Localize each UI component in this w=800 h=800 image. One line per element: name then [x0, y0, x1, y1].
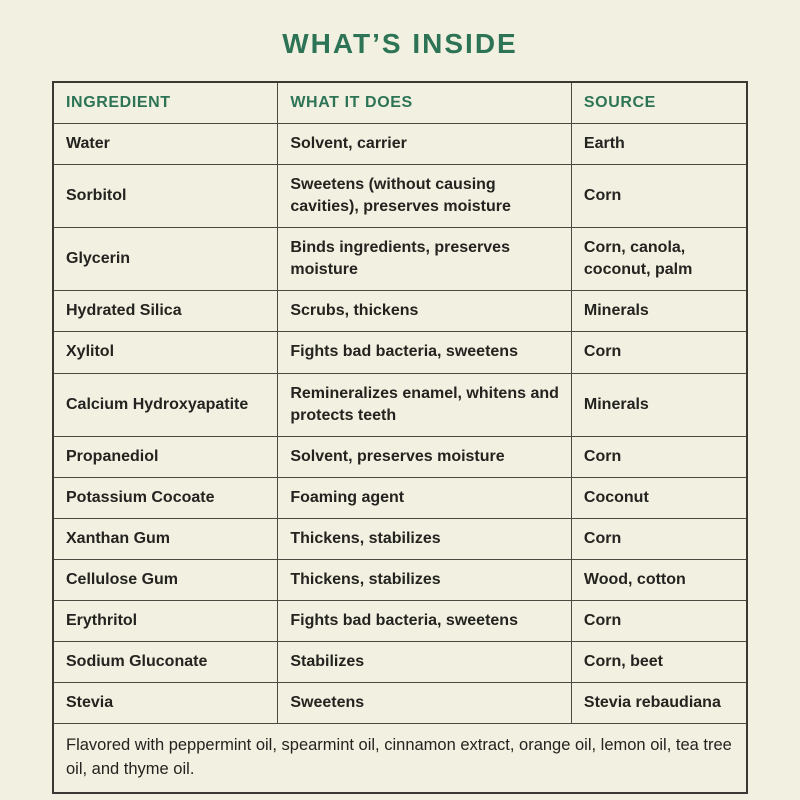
- what-it-does-cell: Solvent, carrier: [277, 122, 572, 166]
- page-title: WHAT’S INSIDE: [282, 28, 518, 59]
- table-row: Erythritol Fights bad bacteria, sweetens C…: [52, 600, 748, 643]
- what-it-does-cell: Scrubs, thickens: [277, 290, 572, 333]
- source-cell: Stevia rebaudiana: [570, 682, 748, 725]
- table-row: Hydrated Silica Scrubs, thickens Minerals: [52, 290, 748, 333]
- source-cell: Corn: [570, 331, 748, 374]
- what-it-does-cell: Foaming agent: [277, 476, 572, 519]
- what-it-does-cell: Binds ingredients, preserves moisture: [277, 227, 572, 292]
- source-cell: Wood, cotton: [570, 558, 748, 602]
- source-cell: Corn: [570, 164, 748, 229]
- flavor-note: Flavored with peppermint oil, spearmint …: [52, 723, 748, 794]
- ingredient-cell: Sorbitol: [52, 164, 279, 229]
- table-row: Propanediol Solvent, preserves moisture Co…: [52, 435, 748, 478]
- table-header: INGREDIENT WHAT IT DOES SOURCE: [52, 81, 748, 124]
- ingredient-cell: Sodium Gluconate: [52, 641, 279, 684]
- what-it-does-cell: Thickens, stabilizes: [277, 558, 572, 602]
- table-row: Potassium Cocoate Foaming agent Coconut: [52, 476, 748, 519]
- header-source: SOURCE: [570, 81, 748, 124]
- table-row: Sodium Gluconate Stabilizes Corn, beet: [52, 641, 748, 684]
- source-cell: Coconut: [570, 476, 748, 519]
- ingredient-cell: Xylitol: [52, 331, 279, 374]
- what-it-does-cell: Remineralizes enamel, whitens and protec…: [277, 372, 572, 437]
- source-cell: Earth: [570, 122, 748, 166]
- ingredient-cell: Stevia: [52, 682, 279, 725]
- ingredient-cell: Propanediol: [52, 435, 279, 478]
- table-row: Sorbitol Sweetens (without causing caviti…: [52, 164, 748, 229]
- what-it-does-cell: Solvent, preserves moisture: [277, 435, 572, 478]
- what-it-does-cell: Sweetens (without causing cavities), pre…: [277, 164, 572, 229]
- table-row: Water Solvent, carrier Earth: [52, 122, 748, 166]
- ingredient-cell: Water: [52, 122, 279, 166]
- ingredient-cell: Hydrated Silica: [52, 290, 279, 333]
- header-what-it-does: WHAT IT DOES: [277, 81, 572, 124]
- source-cell: Corn, canola, coconut, palm: [570, 227, 748, 292]
- table-row: Calcium Hydroxyapatite Remineralizes enam…: [52, 372, 748, 437]
- ingredient-cell: Cellulose Gum: [52, 558, 279, 602]
- what-it-does-cell: Fights bad bacteria, sweetens: [277, 600, 572, 643]
- header-row: INGREDIENT WHAT IT DOES SOURCE: [52, 81, 748, 124]
- header-ingredient: INGREDIENT: [52, 81, 279, 124]
- source-cell: Minerals: [570, 290, 748, 333]
- ingredient-cell: Calcium Hydroxyapatite: [52, 372, 279, 437]
- ingredient-cell: Potassium Cocoate: [52, 476, 279, 519]
- ingredient-cell: Glycerin: [52, 227, 279, 292]
- what-it-does-cell: Stabilizes: [277, 641, 572, 684]
- source-cell: Corn: [570, 517, 748, 560]
- source-cell: Corn, beet: [570, 641, 748, 684]
- ingredient-cell: Erythritol: [52, 600, 279, 643]
- source-cell: Corn: [570, 600, 748, 643]
- table-body: Water Solvent, carrier Earth Sorbitol Sweete…: [52, 122, 748, 725]
- footer-row: Flavored with peppermint oil, spearmint …: [52, 723, 748, 794]
- what-it-does-cell: Sweetens: [277, 682, 572, 725]
- table-row: Stevia Sweetens Stevia rebaudiana: [52, 682, 748, 725]
- table-row: Glycerin Binds ingredients, preserves moi…: [52, 227, 748, 292]
- source-cell: Minerals: [570, 372, 748, 437]
- table-footer: Flavored with peppermint oil, spearmint …: [52, 723, 748, 794]
- source-cell: Corn: [570, 435, 748, 478]
- table-row: Xylitol Fights bad bacteria, sweetens Corn: [52, 331, 748, 374]
- ingredient-cell: Xanthan Gum: [52, 517, 279, 560]
- table-row: Cellulose Gum Thickens, stabilizes Wood, c…: [52, 558, 748, 602]
- what-it-does-cell: Thickens, stabilizes: [277, 517, 572, 560]
- ingredients-table: INGREDIENT WHAT IT DOES SOURCE Water Solv…: [52, 81, 748, 795]
- table-row: Xanthan Gum Thickens, stabilizes Corn: [52, 517, 748, 560]
- what-it-does-cell: Fights bad bacteria, sweetens: [277, 331, 572, 374]
